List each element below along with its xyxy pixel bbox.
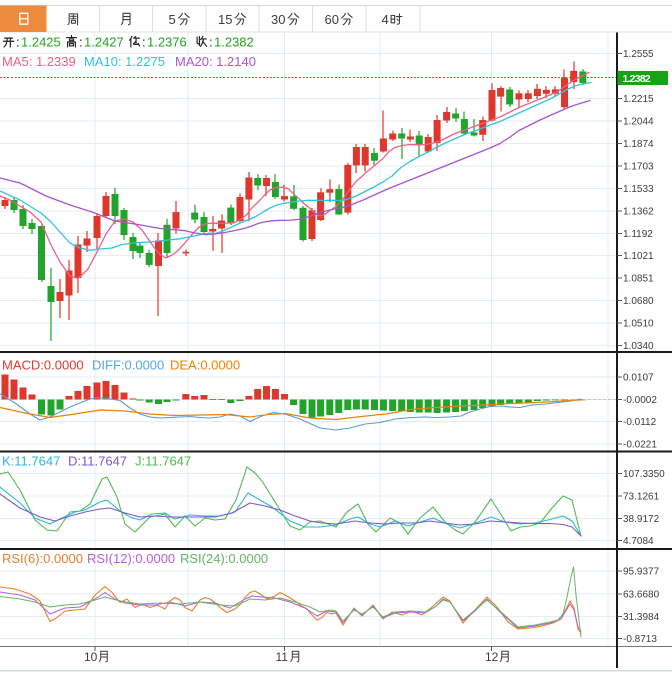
svg-text:J:11.7647: J:11.7647 — [135, 454, 191, 469]
svg-text:K:11.7647: K:11.7647 — [2, 454, 60, 469]
svg-text:11: 11 — [276, 650, 289, 664]
svg-text:1.2044: 1.2044 — [623, 116, 654, 127]
svg-text:1.1362: 1.1362 — [623, 206, 654, 217]
svg-text:95.9377: 95.9377 — [623, 567, 660, 578]
svg-text:1.0510: 1.0510 — [623, 319, 654, 330]
svg-text:107.3350: 107.3350 — [623, 469, 665, 480]
svg-text:D:11.7647: D:11.7647 — [68, 454, 127, 469]
svg-text:1.2427: 1.2427 — [84, 35, 124, 50]
svg-text:1.2425: 1.2425 — [21, 35, 61, 50]
svg-text:MACD:0.0000: MACD:0.0000 — [2, 358, 84, 373]
svg-text::: : — [16, 35, 20, 50]
svg-text:1.0340: 1.0340 — [623, 341, 654, 352]
svg-text:1.2215: 1.2215 — [623, 94, 654, 105]
svg-text:RSI(6):0.0000: RSI(6):0.0000 — [2, 551, 83, 566]
svg-text::: : — [142, 35, 146, 50]
svg-text:RSI(12):0.0000: RSI(12):0.0000 — [87, 551, 175, 566]
svg-text::: : — [209, 35, 213, 50]
svg-text:60: 60 — [325, 12, 339, 27]
svg-text:1.2376: 1.2376 — [147, 35, 187, 50]
svg-text:5: 5 — [169, 12, 176, 27]
svg-text:30: 30 — [271, 12, 285, 27]
svg-text:4.7084: 4.7084 — [623, 536, 654, 547]
svg-text:1.1874: 1.1874 — [623, 139, 654, 150]
svg-text:31.3984: 31.3984 — [623, 612, 660, 623]
svg-text:DEA:0.0000: DEA:0.0000 — [170, 358, 240, 373]
svg-text:15: 15 — [218, 12, 232, 27]
svg-text:73.1261: 73.1261 — [623, 492, 660, 503]
svg-text:-0.0002: -0.0002 — [623, 395, 657, 406]
svg-text:63.6680: 63.6680 — [623, 590, 660, 601]
svg-text:1.1703: 1.1703 — [623, 161, 654, 172]
svg-text:MA20: 1.2140: MA20: 1.2140 — [175, 54, 256, 69]
svg-text:10: 10 — [84, 650, 98, 664]
svg-text:-0.0112: -0.0112 — [623, 417, 657, 428]
svg-text:4: 4 — [382, 12, 389, 27]
svg-text::: : — [79, 35, 83, 50]
svg-text:1.0851: 1.0851 — [623, 274, 654, 285]
svg-text:-0.0221: -0.0221 — [623, 440, 657, 451]
svg-text:RSI(24):0.0000: RSI(24):0.0000 — [180, 551, 268, 566]
svg-text:12: 12 — [485, 650, 499, 664]
svg-text:-0.8713: -0.8713 — [623, 634, 657, 645]
svg-text:1.1533: 1.1533 — [623, 184, 654, 195]
svg-text:38.9172: 38.9172 — [623, 514, 660, 525]
svg-text:0.0107: 0.0107 — [623, 373, 654, 384]
svg-text:MA5: 1.2339: MA5: 1.2339 — [2, 54, 76, 69]
svg-text:1.2555: 1.2555 — [623, 49, 654, 60]
svg-text:MA10: 1.2275: MA10: 1.2275 — [84, 54, 165, 69]
svg-text:1.1192: 1.1192 — [623, 229, 653, 240]
svg-text:DIFF:0.0000: DIFF:0.0000 — [92, 358, 164, 373]
svg-text:1.2382: 1.2382 — [623, 73, 651, 85]
svg-text:1.0680: 1.0680 — [623, 296, 654, 307]
svg-text:1.2382: 1.2382 — [214, 35, 254, 50]
svg-text:1.1021: 1.1021 — [623, 251, 654, 262]
